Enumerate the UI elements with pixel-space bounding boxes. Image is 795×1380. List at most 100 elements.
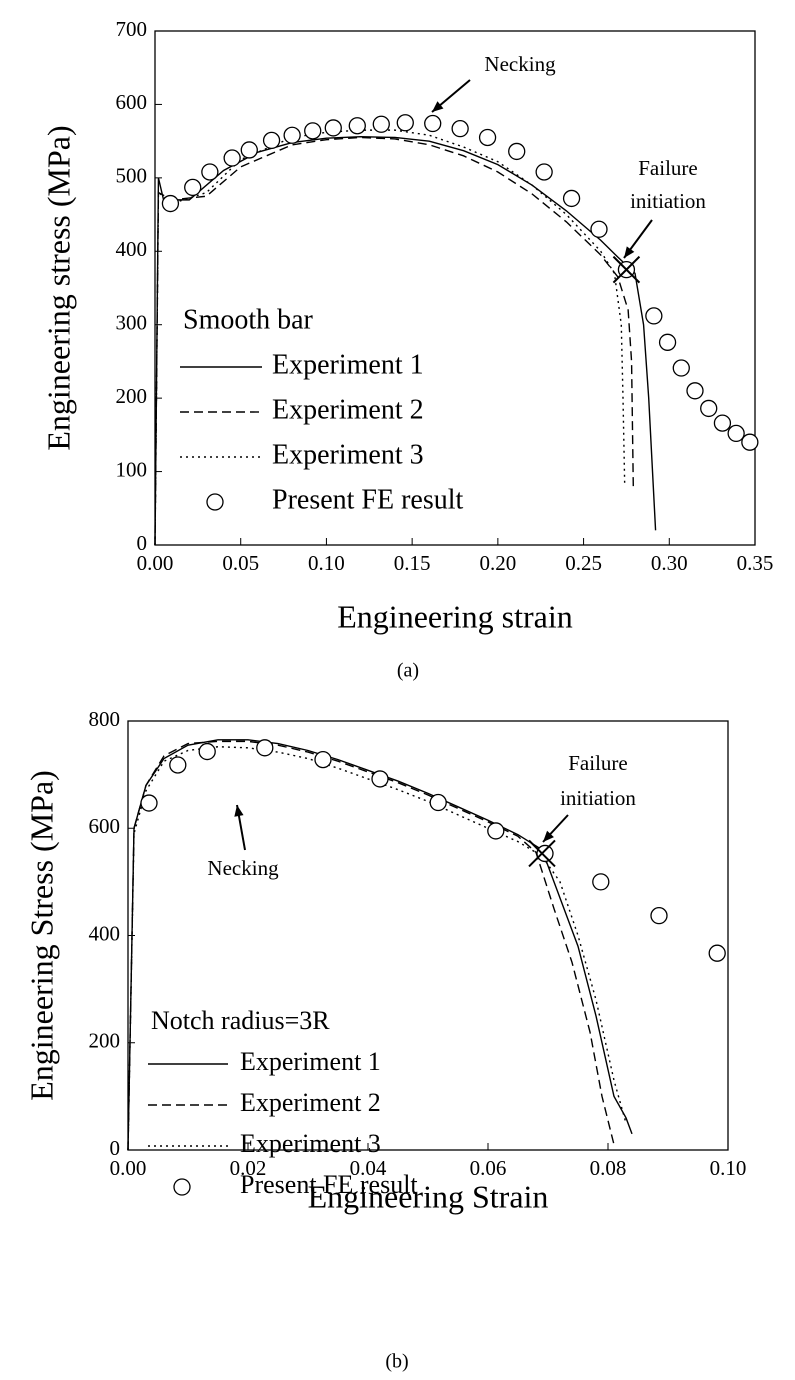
annotation: initiation (560, 786, 636, 810)
x-tick-label: 0.00 (110, 1156, 147, 1180)
failure-marker (612, 255, 641, 284)
fe-marker (304, 122, 322, 140)
fe-marker (451, 120, 469, 138)
y-tick-label: 600 (116, 90, 148, 114)
fe-marker (240, 141, 258, 159)
x-tick-label: 0.00 (137, 551, 174, 575)
series-line (127, 746, 627, 1151)
legend-marker (173, 1178, 191, 1196)
fe-marker (424, 114, 442, 133)
fe-marker (478, 128, 497, 147)
arrow-head (432, 101, 444, 112)
caption: (b) (385, 1351, 408, 1373)
fe-marker (223, 149, 241, 167)
legend-label: Present FE result (272, 484, 464, 515)
fe-marker (536, 844, 554, 863)
legend-title: Smooth bar (183, 304, 314, 335)
fe-marker (201, 163, 219, 181)
fe-marker (371, 770, 389, 788)
legend-label: Present FE result (240, 1170, 418, 1199)
fe-marker (562, 189, 581, 208)
fe-marker (508, 142, 526, 161)
y-tick-label: 0 (137, 531, 148, 555)
annotation: Necking (207, 856, 279, 880)
y-tick-label: 200 (116, 384, 148, 408)
arrow-head (234, 805, 244, 817)
fe-marker (672, 359, 690, 377)
fe-marker (396, 114, 414, 132)
arrow-head (543, 830, 554, 842)
y-tick-label: 700 (116, 17, 148, 41)
fe-marker (727, 424, 745, 443)
legend-label: Experiment 3 (272, 439, 424, 470)
legend-marker (206, 493, 224, 511)
y-tick-label: 500 (116, 164, 148, 188)
plot-frame (127, 720, 729, 1151)
caption: (a) (397, 660, 419, 682)
legend-label: Experiment 3 (240, 1129, 381, 1158)
fe-marker (650, 907, 668, 925)
legend-label: Experiment 2 (272, 394, 424, 425)
x-tick-label: 0.05 (222, 551, 259, 575)
arrow-head (624, 246, 635, 258)
y-tick-label: 400 (116, 237, 148, 261)
x-axis-label: Engineering strain (337, 598, 572, 634)
series-line (154, 129, 626, 546)
fe-marker (487, 822, 505, 840)
fe-marker (713, 414, 732, 432)
fe-marker (314, 750, 332, 769)
x-tick-label: 0.10 (710, 1156, 747, 1180)
fe-marker (161, 194, 180, 213)
y-tick-label: 600 (89, 814, 121, 838)
fe-marker (590, 220, 608, 238)
fe-marker (198, 742, 216, 761)
legend-label: Experiment 1 (272, 349, 424, 380)
fe-marker (324, 119, 342, 137)
legend-label: Experiment 1 (240, 1047, 381, 1076)
x-tick-label: 0.15 (394, 551, 431, 575)
plot-frame (154, 30, 756, 546)
x-tick-label: 0.04 (350, 1156, 387, 1180)
annotation: initiation (630, 189, 706, 213)
fe-marker (535, 163, 553, 181)
series-line (127, 740, 615, 1151)
fe-marker (262, 131, 281, 150)
failure-marker (528, 839, 556, 868)
fe-marker (708, 944, 726, 962)
fe-marker (169, 756, 187, 774)
x-tick-label: 0.25 (565, 551, 602, 575)
fe-marker (256, 739, 274, 757)
fe-marker (700, 399, 718, 418)
y-tick-label: 300 (116, 311, 148, 335)
annotation: Failure (638, 156, 697, 180)
annotation: Failure (568, 751, 627, 775)
x-tick-label: 0.06 (470, 1156, 507, 1180)
legend-label: Experiment 2 (240, 1088, 381, 1117)
x-tick-label: 0.35 (737, 551, 774, 575)
x-tick-label: 0.02 (230, 1156, 267, 1180)
annotation: Necking (484, 52, 556, 76)
fe-marker (592, 873, 610, 891)
x-tick-label: 0.10 (308, 551, 345, 575)
fe-marker (429, 793, 447, 812)
fe-marker (741, 433, 759, 451)
y-tick-label: 100 (116, 457, 148, 481)
x-tick-label: 0.20 (479, 551, 516, 575)
x-tick-label: 0.30 (651, 551, 688, 575)
y-tick-label: 800 (89, 707, 121, 731)
series-line (127, 739, 633, 1151)
fe-marker (184, 178, 202, 197)
fe-marker (348, 117, 366, 135)
fe-marker (140, 794, 158, 812)
x-tick-label: 0.08 (590, 1156, 627, 1180)
y-axis-label: Engineering stress (MPa) (40, 125, 76, 450)
legend-title: Notch radius=3R (151, 1006, 330, 1035)
y-axis-label: Engineering Stress (MPa) (23, 770, 59, 1101)
y-tick-label: 400 (89, 921, 121, 945)
fe-marker (658, 333, 677, 351)
y-tick-label: 0 (110, 1136, 121, 1160)
y-tick-label: 200 (89, 1029, 121, 1053)
fe-marker (686, 382, 704, 400)
fe-marker (372, 115, 390, 133)
